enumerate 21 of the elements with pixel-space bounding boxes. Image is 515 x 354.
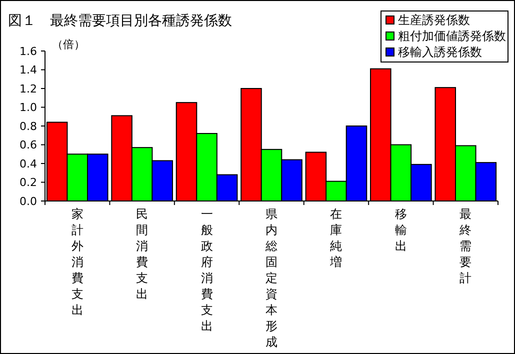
legend-label: 粗付加価値誘発係数 — [398, 29, 506, 44]
y-tick-label: 0.0 — [20, 194, 37, 208]
chart-title: 図１ 最終需要項目別各種誘発係数 — [8, 13, 232, 29]
category-label: 県内総固定資本形成 — [266, 207, 278, 349]
x-tick-label: 最終需要計 — [458, 207, 472, 285]
y-tick-label: 0.8 — [20, 120, 37, 133]
x-tick-label: 在庫純増 — [329, 207, 342, 269]
x-tick-label: 民間消費支出 — [136, 207, 148, 301]
x-tick-label: 一般政府消費支出 — [200, 207, 213, 333]
legend-label: 生産誘発係数 — [398, 13, 470, 28]
y-tick-label: 1.4 — [20, 64, 37, 77]
y-tick-label: 0.6 — [20, 138, 37, 152]
legend-label: 移輸入誘発係数 — [398, 45, 482, 60]
x-tick-label: 家計外消費支出 — [71, 207, 84, 317]
y-tick-label: 0.2 — [20, 176, 37, 190]
y-tick-label: 1.2 — [20, 82, 37, 96]
x-tick-label: 移輸出 — [394, 207, 407, 253]
y-tick-label: 0.4 — [20, 157, 37, 170]
y-tick-label: 1.0 — [20, 101, 37, 114]
y-tick-label: 1.6 — [20, 44, 37, 58]
y-axis-title: （倍） — [52, 38, 85, 51]
